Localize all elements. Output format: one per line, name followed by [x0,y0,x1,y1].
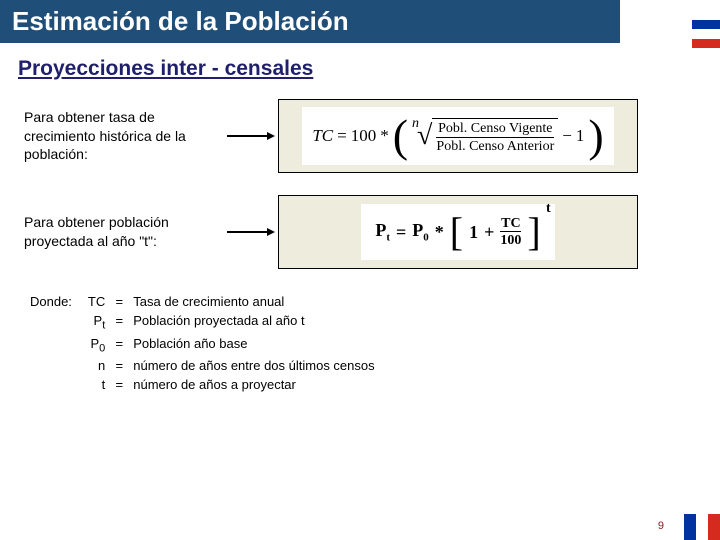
label-pt: Para obtener población proyectada al año… [24,213,224,251]
formula-pt: Pt = P0 * [ 1 + TC 100 ] t [361,204,554,260]
radical-icon: √ [417,122,432,150]
lparen-icon: ( [393,113,408,159]
def-symbol: t [84,376,109,393]
arrow-icon [224,132,278,140]
rbracket-icon: ] [527,212,540,252]
pt-one: 1 [469,222,478,243]
def-text: Tasa de crecimiento anual [129,293,378,310]
frac2-den: 100 [500,231,521,248]
nth-root: n √ Pobl. Censo Vigente Pobl. Censo Ante… [412,118,558,154]
tc-factor: 100 [351,126,377,146]
def-row: t = número de años a proyectar [26,376,379,393]
formula-box-pt: Pt = P0 * [ 1 + TC 100 ] t [278,195,638,269]
pt-times: * [435,222,444,243]
def-symbol: P0 [84,335,109,356]
definitions-table: Donde: TC = Tasa de crecimiento anual Pt… [24,291,381,395]
def-text: Población proyectada al año t [129,312,378,333]
page-title: Estimación de la Población [12,6,349,36]
flag-red-stripe [692,39,720,48]
pt-eq: = [396,222,406,243]
tc-eq: = [337,126,347,146]
tc-minus: − [562,126,572,146]
flag-icon-top [692,20,720,48]
subtitle-text: Proyecciones inter - censales [18,57,313,80]
tc-times: * [380,126,389,146]
pt-lhs: Pt [375,220,390,244]
formula-box-tc: TC = 100 * ( n √ Pobl. Censo Vigente Pob… [278,99,638,173]
frac2-num: TC [501,216,520,231]
equals-sign: = [111,312,127,333]
flag-blue-stripe [692,20,720,29]
pt-exponent: t [546,201,551,217]
def-symbol: TC [84,293,109,310]
formula-row-tc: Para obtener tasa de crecimiento históri… [24,99,702,173]
pt-plus: + [484,222,494,243]
frac-den: Pobl. Censo Anterior [436,137,554,154]
flag-blue-stripe [684,514,696,540]
radicand: Pobl. Censo Vigente Pobl. Censo Anterior [432,118,558,154]
def-row: n = número de años entre dos últimos cen… [26,357,379,374]
frac-num: Pobl. Censo Vigente [438,121,552,136]
pt-p0: P0 [412,220,429,244]
root-index: n [412,116,419,132]
flag-white-stripe [696,514,708,540]
def-text: Población año base [129,335,378,356]
tc-one: 1 [576,126,585,146]
equals-sign: = [111,335,127,356]
def-text: número de años a proyectar [129,376,378,393]
flag-white-stripe [692,29,720,38]
equals-sign: = [111,357,127,374]
def-symbol: n [84,357,109,374]
census-fraction: Pobl. Censo Vigente Pobl. Censo Anterior [436,121,554,154]
formula-tc: TC = 100 * ( n √ Pobl. Censo Vigente Pob… [302,107,613,165]
tc-lhs: TC [312,126,333,146]
definitions-block: Donde: TC = Tasa de crecimiento anual Pt… [24,291,720,395]
def-row: Donde: TC = Tasa de crecimiento anual [26,293,379,310]
label-tc: Para obtener tasa de crecimiento históri… [24,108,224,165]
title-bar: Estimación de la Población [0,0,620,43]
where-label: Donde: [26,293,82,310]
def-row: Pt = Población proyectada al año t [26,312,379,333]
content-area: Para obtener tasa de crecimiento históri… [24,99,702,269]
subtitle: Proyecciones inter - censales [18,57,720,81]
def-text: número de años entre dos últimos censos [129,357,378,374]
lbracket-icon: [ [450,212,463,252]
equals-sign: = [111,376,127,393]
flag-red-stripe [708,514,720,540]
arrow-icon [224,228,278,236]
def-row: P0 = Población año base [26,335,379,356]
rparen-icon: ) [588,113,603,159]
def-symbol: Pt [84,312,109,333]
page-number: 9 [658,520,664,532]
equals-sign: = [111,293,127,310]
tc-over-100: TC 100 [500,216,521,249]
flag-icon-bottom [684,514,720,540]
formula-row-pt: Para obtener población proyectada al año… [24,195,702,269]
